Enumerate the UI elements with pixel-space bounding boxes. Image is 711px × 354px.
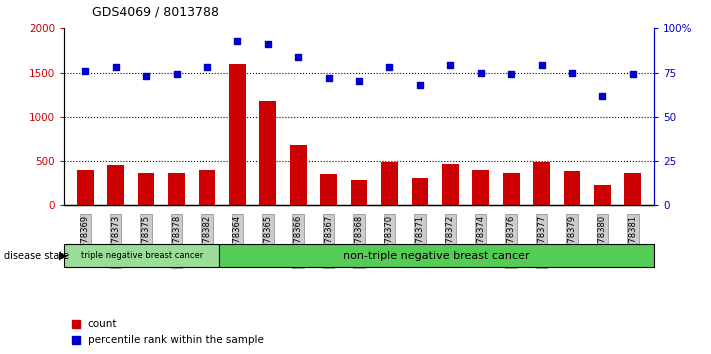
Bar xyxy=(64,244,219,267)
Point xyxy=(323,75,334,81)
Bar xyxy=(290,145,306,205)
Point xyxy=(171,72,182,77)
Point xyxy=(536,63,547,68)
Point xyxy=(444,63,456,68)
Point xyxy=(201,64,213,70)
Bar xyxy=(351,180,368,205)
Point xyxy=(110,64,122,70)
Bar xyxy=(564,171,580,205)
Bar xyxy=(624,173,641,205)
Bar xyxy=(77,170,94,205)
Point xyxy=(80,68,91,74)
Bar xyxy=(169,173,185,205)
Bar xyxy=(381,162,398,205)
Bar xyxy=(107,166,124,205)
Text: triple negative breast cancer: triple negative breast cancer xyxy=(80,251,203,260)
Point xyxy=(384,64,395,70)
Point xyxy=(292,54,304,59)
Bar xyxy=(138,173,154,205)
Bar xyxy=(260,101,276,205)
Bar xyxy=(320,175,337,205)
Point xyxy=(566,70,577,75)
Bar xyxy=(533,162,550,205)
Bar xyxy=(442,164,459,205)
Text: count: count xyxy=(87,319,117,329)
Bar xyxy=(198,170,215,205)
Text: percentile rank within the sample: percentile rank within the sample xyxy=(87,335,264,345)
Bar xyxy=(472,170,489,205)
Text: ▶: ▶ xyxy=(59,251,68,261)
Bar xyxy=(594,185,611,205)
Point xyxy=(506,72,517,77)
Point xyxy=(262,41,274,47)
Bar xyxy=(412,178,428,205)
Point xyxy=(597,93,608,98)
Point xyxy=(475,70,486,75)
Point xyxy=(415,82,426,88)
Text: GDS4069 / 8013788: GDS4069 / 8013788 xyxy=(92,5,220,18)
Text: disease state: disease state xyxy=(4,251,69,261)
Point xyxy=(353,79,365,84)
Bar xyxy=(219,244,654,267)
Bar xyxy=(229,64,246,205)
Point xyxy=(232,38,243,44)
Text: non-triple negative breast cancer: non-triple negative breast cancer xyxy=(343,251,530,261)
Point xyxy=(141,73,152,79)
Point xyxy=(627,72,638,77)
Bar xyxy=(503,173,520,205)
